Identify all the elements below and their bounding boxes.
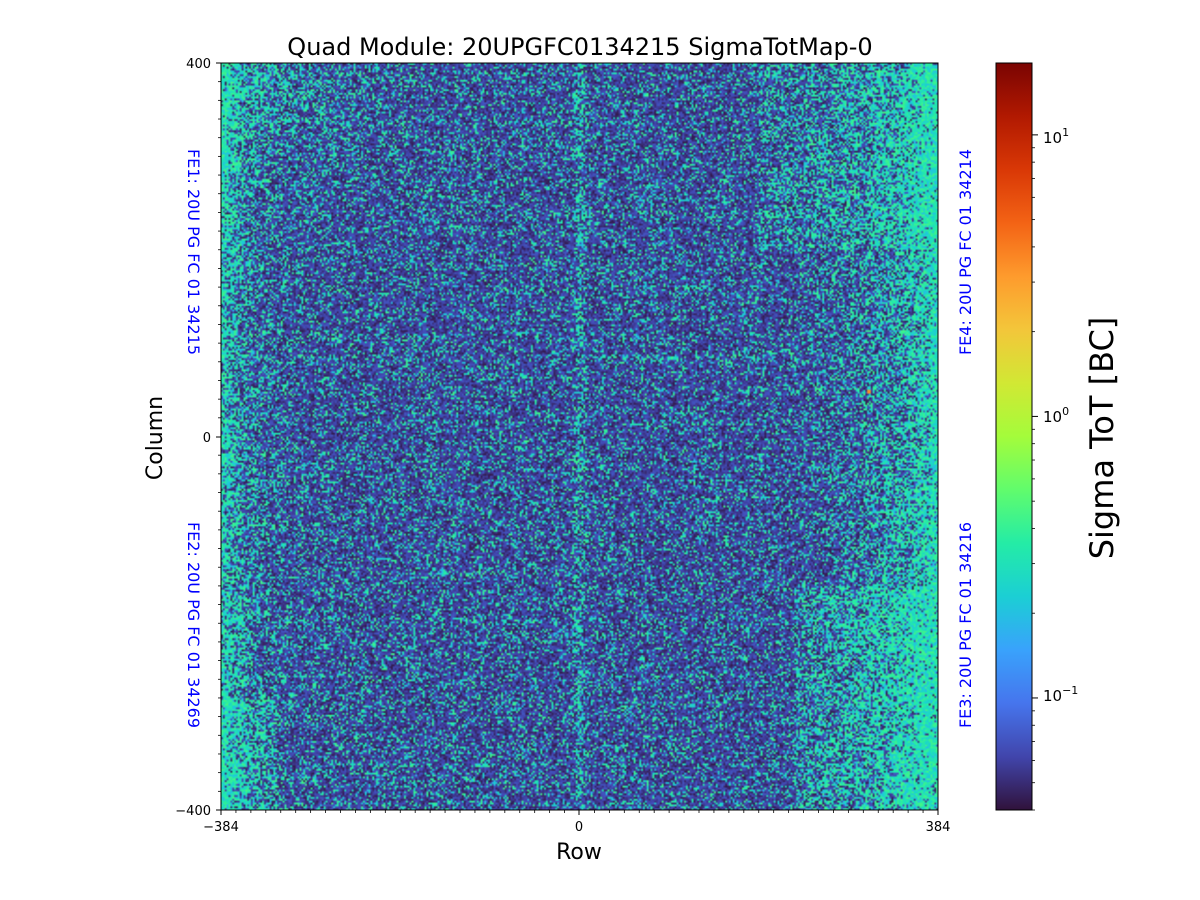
colorbar-ticks (1032, 134, 1038, 811)
chart-title: Quad Module: 20UPGFC0134215 SigmaTotMap-… (287, 33, 872, 61)
y-tick-label: 0 (203, 431, 211, 446)
y-tick-label: −400 (175, 804, 211, 819)
y-axis: 400 0 −400 Column (143, 57, 221, 819)
x-tick-label: 0 (575, 820, 583, 835)
colorbar: 10−1 100 101 Sigma ToT [BC] (995, 62, 1121, 811)
x-axis-label: Row (556, 840, 602, 865)
x-axis: −384 0 384 Row (203, 810, 950, 865)
colorbar-tick-label: 10−1 (1043, 684, 1078, 705)
colorbar-tick-label: 100 (1043, 405, 1069, 426)
chip-labels: FE1: 20U PG FC 01 34215 FE2: 20U PG FC 0… (184, 149, 975, 728)
colorbar-label: Sigma ToT [BC] (1083, 317, 1121, 560)
x-tick-label: 384 (926, 820, 951, 835)
colorbar-tick-label: 101 (1043, 126, 1069, 147)
y-axis-label: Column (143, 396, 168, 480)
chip-label-fe3: FE3: 20U PG FC 01 34216 (956, 522, 975, 728)
chip-label-fe2: FE2: 20U PG FC 01 34269 (184, 522, 203, 728)
heatmap-image (221, 63, 938, 810)
x-minor-ticks (235, 810, 924, 813)
x-tick-label: −384 (203, 820, 239, 835)
y-tick-label: 400 (186, 57, 211, 72)
chip-label-fe4: FE4: 20U PG FC 01 34214 (956, 149, 975, 355)
chip-label-fe1: FE1: 20U PG FC 01 34215 (184, 149, 203, 355)
heatmap (220, 62, 939, 811)
colorbar-gradient (995, 62, 1033, 811)
y-minor-ticks (218, 81, 221, 792)
